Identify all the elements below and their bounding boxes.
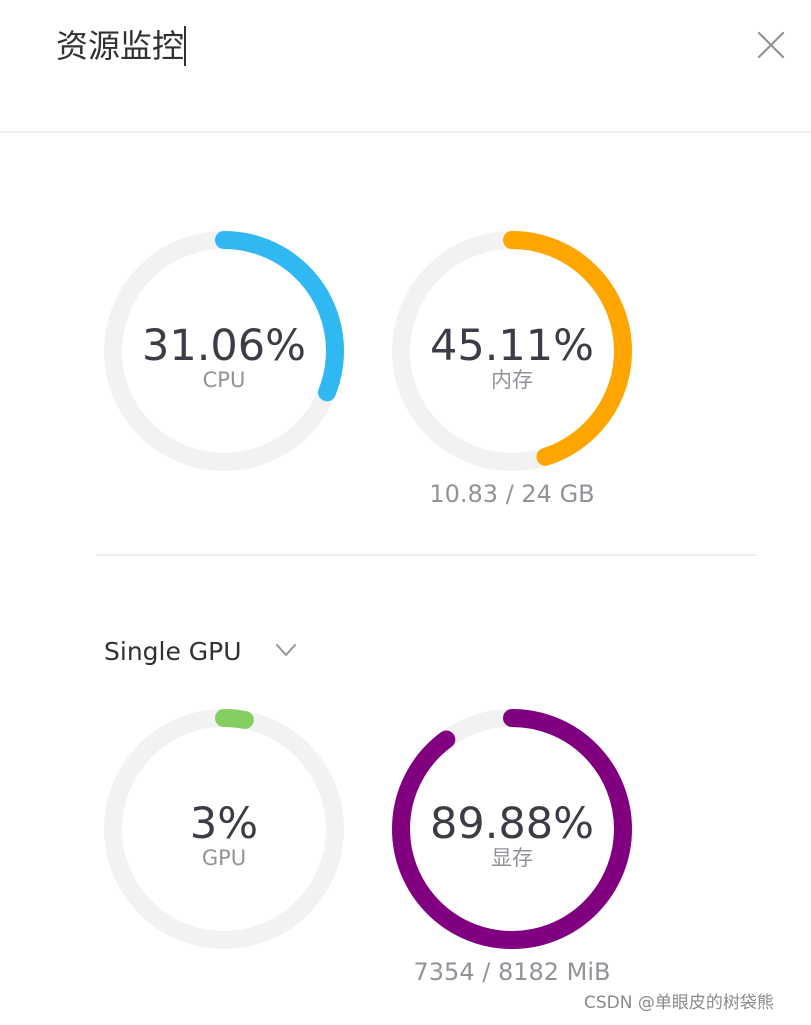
dialog-header: 资源监控 (0, 0, 811, 133)
text-caret (184, 26, 186, 66)
cpu-gauge-arc (104, 231, 344, 471)
cpu-label: CPU (202, 368, 246, 392)
vram-value: 89.88% (430, 799, 594, 849)
vram-gauge: 89.88% 显存 (390, 707, 634, 951)
vram-label: 显存 (491, 846, 533, 870)
memory-gauge: 45.11% 内存 (390, 229, 634, 473)
gpu-gauge-arc (104, 709, 344, 949)
gpu-mode-select-value: Single GPU (104, 637, 242, 666)
gpu-label: GPU (201, 846, 247, 870)
memory-value: 45.11% (430, 321, 594, 371)
chevron-down-icon (276, 644, 296, 656)
watermark: CSDN @单眼皮的树袋熊 (584, 993, 774, 1013)
close-icon (757, 31, 785, 59)
cpu-gauge: 31.06% CPU (102, 229, 346, 473)
gpu-gauge: 3% GPU (102, 707, 346, 951)
section-divider (96, 554, 756, 556)
dialog-title: 资源监控 (56, 27, 185, 65)
gpu-mode-select[interactable]: Single GPU (104, 632, 324, 672)
gpu-value: 3% (189, 799, 259, 849)
close-button[interactable] (754, 28, 788, 62)
vram-gauge-arc (392, 709, 632, 949)
memory-usage: 10.83 / 24 GB (429, 480, 595, 508)
vram-usage: 7354 / 8182 MiB (413, 958, 611, 986)
memory-gauge-arc (392, 231, 632, 471)
memory-label: 内存 (491, 368, 533, 392)
cpu-value: 31.06% (142, 321, 306, 371)
